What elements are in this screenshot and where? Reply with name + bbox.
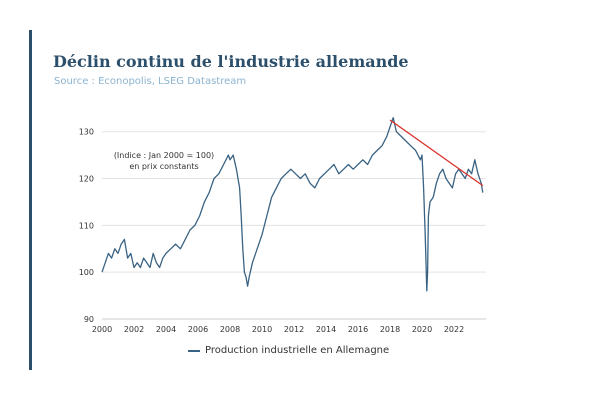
x-tick-label: 2016 xyxy=(348,325,368,334)
x-tick-label: 2008 xyxy=(220,325,240,334)
legend-swatch xyxy=(188,349,200,352)
y-axis-tick-labels: 90 100 110 120 130 xyxy=(79,128,94,324)
x-tick-label: 2022 xyxy=(444,325,464,334)
x-tick-label: 2002 xyxy=(124,325,144,334)
y-tick-label: 100 xyxy=(79,268,94,277)
x-tick-label: 2006 xyxy=(188,325,208,334)
x-tick-label: 2010 xyxy=(252,325,272,334)
x-tick-label: 2004 xyxy=(156,325,176,334)
x-axis-tick-labels: 2000 2002 2004 2006 2008 2010 2012 2014 2016 2018… xyxy=(92,325,464,334)
legend-label: Production industrielle en Allemagne xyxy=(205,345,390,356)
series-line-production xyxy=(101,117,484,292)
chart-subtitle: Source : Econopolis, LSEG Datastream xyxy=(54,76,247,87)
trend-line xyxy=(389,119,484,187)
chart-title: Déclin continu de l'industrie allemande xyxy=(53,52,409,71)
y-tick-label: 110 xyxy=(79,221,94,230)
annotation-line-1: (Indice : Jan 2000 = 100) xyxy=(114,151,214,160)
y-tick-label: 120 xyxy=(79,175,94,184)
grid-lines xyxy=(102,131,486,320)
series-lines xyxy=(101,117,484,292)
accent-bar xyxy=(29,30,32,370)
x-tick-label: 2000 xyxy=(92,325,112,334)
x-tick-label: 2018 xyxy=(380,325,400,334)
y-tick-label: 90 xyxy=(84,315,94,324)
x-tick-label: 2014 xyxy=(316,325,336,334)
legend: Production industrielle en Allemagne xyxy=(188,345,389,356)
x-tick-label: 2020 xyxy=(412,325,432,334)
annotation-line-2: en prix constants xyxy=(129,162,198,171)
y-tick-label: 130 xyxy=(79,128,94,137)
x-tick-label: 2012 xyxy=(284,325,304,334)
